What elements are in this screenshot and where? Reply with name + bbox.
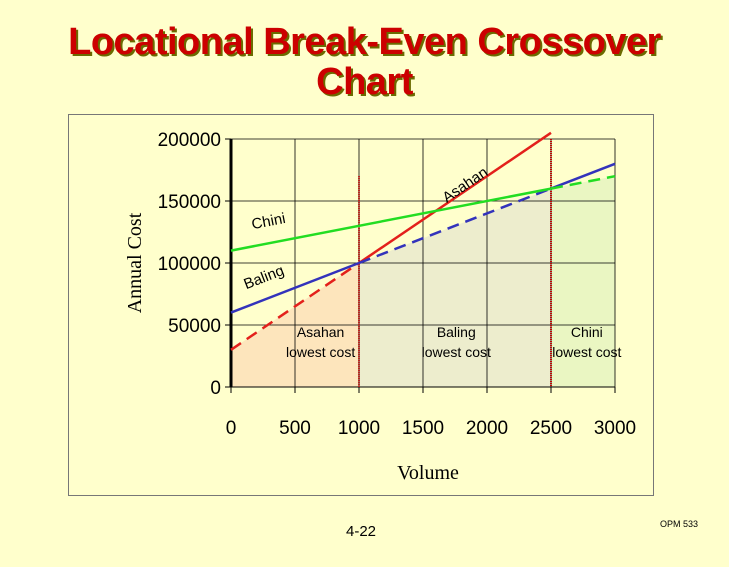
baling-line [230, 261, 360, 314]
title-line-2: Chart [316, 61, 413, 103]
chini-dashed-line [550, 174, 616, 190]
series-label-chini: Chini [250, 210, 287, 233]
region-fill-1 [359, 188, 551, 387]
region-label-subtitle: lowest cost [422, 344, 491, 360]
title-line-1: Locational Break-Even Crossover [68, 21, 661, 63]
x-tick-label: 1000 [338, 418, 380, 439]
page-number: 4-22 [346, 523, 377, 540]
y-tick-label: 200000 [158, 130, 221, 151]
series-label-baling: Baling [241, 262, 286, 293]
region-label-subtitle: lowest cost [286, 344, 355, 360]
asahan-dashed-line [230, 261, 360, 351]
x-tick-label: 1500 [402, 418, 444, 439]
region-label-title: Chini [571, 324, 603, 340]
course-code: OPM 533 [660, 519, 699, 529]
y-tick-label: 150000 [158, 192, 221, 213]
series-label-asahan: Asahan [439, 164, 491, 207]
x-tick-label: 0 [226, 418, 237, 439]
asahan-line [358, 131, 552, 265]
y-axis-label: Annual Cost [124, 212, 146, 313]
slide-title: Locational Break-Even Crossover Chart [0, 22, 729, 102]
x-tick-label: 500 [279, 418, 311, 439]
baling-dashed-line [358, 187, 552, 265]
x-axis-label: Volume [397, 462, 459, 484]
baling-line [550, 162, 616, 190]
region-label-subtitle: lowest cost [552, 344, 621, 360]
chini-line [230, 187, 552, 252]
region-fill-2 [551, 176, 615, 387]
y-tick-label: 50000 [168, 316, 221, 337]
x-tick-label: 2500 [530, 418, 572, 439]
x-tick-label: 3000 [594, 418, 636, 439]
y-tick-label: 0 [210, 378, 221, 399]
region-label-title: Baling [437, 324, 476, 340]
region-label-title: Asahan [297, 324, 344, 340]
x-tick-label: 2000 [466, 418, 508, 439]
y-tick-label: 100000 [158, 254, 221, 275]
